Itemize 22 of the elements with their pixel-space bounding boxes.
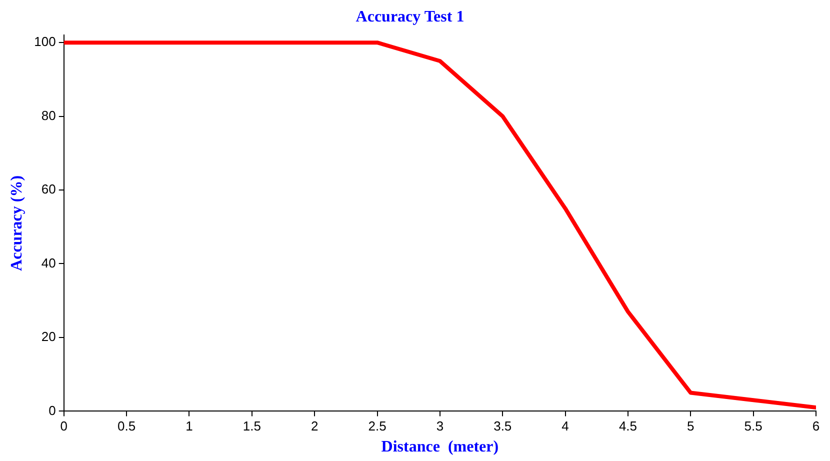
x-tick-label: 4 — [562, 418, 569, 434]
x-tick-label: 1.5 — [242, 418, 261, 434]
x-tick-label: 5.5 — [744, 418, 762, 434]
y-tick-label: 40 — [41, 255, 56, 270]
x-tick-label: 6 — [812, 418, 820, 434]
x-tick-label: 0 — [60, 418, 68, 434]
x-tick-label: 3.5 — [494, 418, 512, 434]
y-tick-label: 20 — [41, 329, 56, 344]
x-tick-label: 3 — [436, 418, 444, 434]
y-axis-title: Accuracy (%) — [8, 175, 26, 271]
y-tick-label: 60 — [41, 182, 56, 197]
chart-title: Accuracy Test 1 — [356, 8, 464, 26]
y-tick-label: 80 — [41, 108, 56, 123]
x-tick-label: 5 — [687, 418, 694, 434]
x-axis-title: Distance (meter) — [381, 438, 499, 456]
y-tick-label: 0 — [48, 402, 56, 418]
x-tick-label: 2 — [310, 418, 318, 434]
x-tick-label: 1 — [186, 418, 193, 434]
x-tick-label: 0.5 — [118, 418, 136, 434]
x-tick-label: 2.5 — [368, 418, 386, 434]
x-tick-label: 4.5 — [618, 418, 638, 434]
y-tick-label: 100 — [34, 34, 56, 50]
